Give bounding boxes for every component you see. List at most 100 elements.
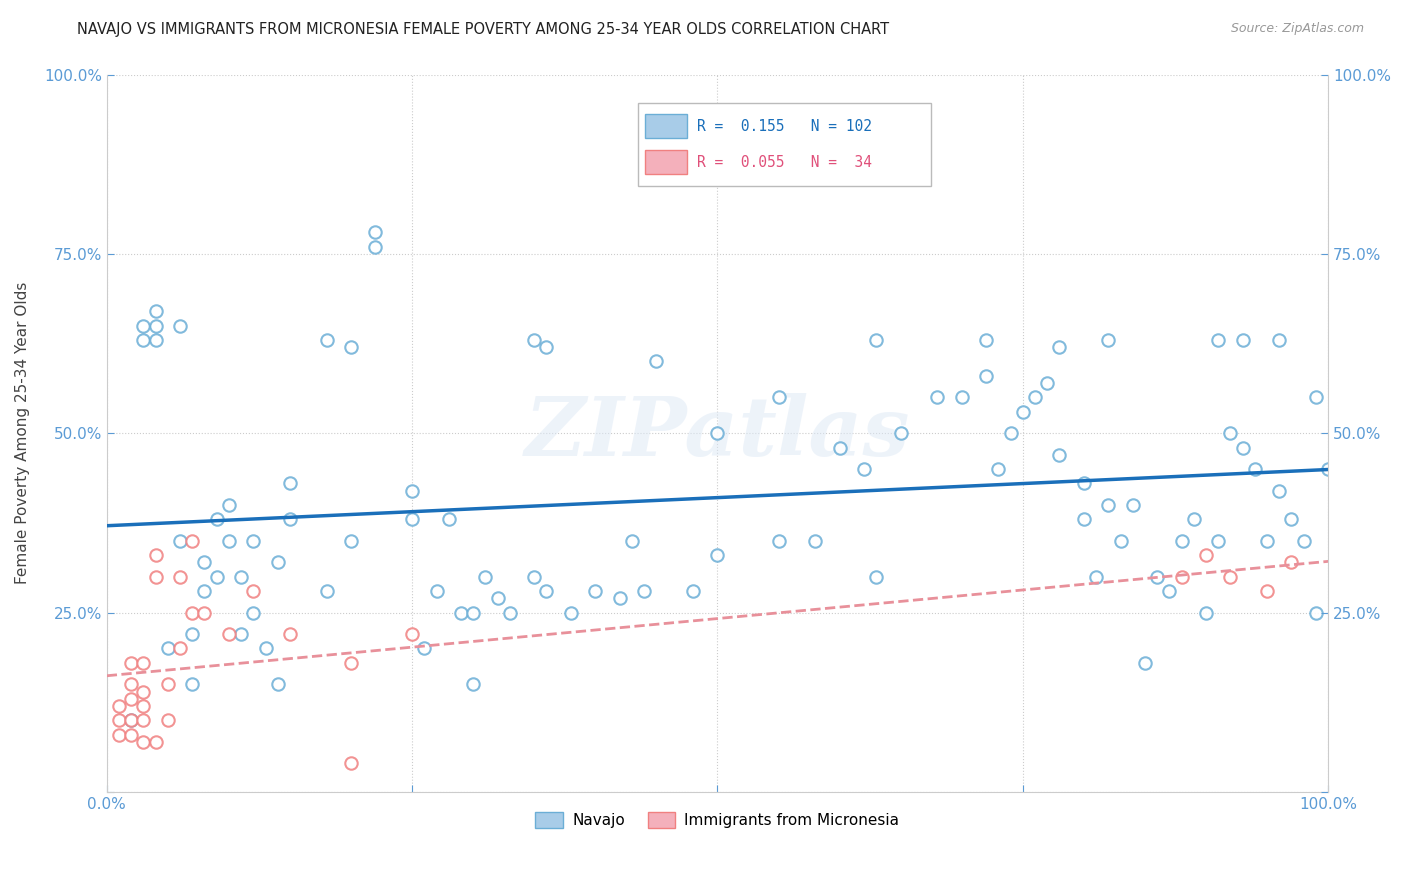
- Point: [583, 584, 606, 599]
- Point: [120, 656, 142, 670]
- Point: [1000, 426, 1022, 441]
- Point: [1122, 498, 1144, 512]
- Point: [278, 627, 301, 641]
- Point: [145, 318, 167, 333]
- Point: [340, 340, 363, 354]
- Point: [1232, 441, 1254, 455]
- Point: [169, 533, 191, 548]
- Point: [853, 462, 876, 476]
- Text: Source: ZipAtlas.com: Source: ZipAtlas.com: [1230, 22, 1364, 36]
- Point: [1244, 462, 1267, 476]
- Point: [340, 756, 363, 771]
- Point: [108, 698, 131, 713]
- Point: [1085, 570, 1108, 584]
- Point: [499, 606, 522, 620]
- Point: [169, 318, 191, 333]
- Point: [645, 354, 668, 368]
- Point: [974, 368, 997, 383]
- Point: [1024, 390, 1046, 404]
- Point: [1133, 656, 1156, 670]
- Point: [1073, 476, 1095, 491]
- Text: R =  0.055   N =  34: R = 0.055 N = 34: [697, 154, 872, 169]
- Point: [145, 333, 167, 347]
- Point: [229, 627, 252, 641]
- Point: [132, 333, 155, 347]
- Point: [987, 462, 1010, 476]
- Y-axis label: Female Poverty Among 25-34 Year Olds: Female Poverty Among 25-34 Year Olds: [15, 282, 30, 584]
- Point: [120, 677, 142, 691]
- Point: [620, 533, 643, 548]
- Point: [1036, 376, 1059, 390]
- Point: [1049, 340, 1071, 354]
- Point: [1097, 498, 1119, 512]
- Point: [1049, 448, 1071, 462]
- Point: [340, 656, 363, 670]
- Point: [108, 728, 131, 742]
- Point: [1305, 606, 1327, 620]
- Point: [1256, 584, 1278, 599]
- Point: [682, 584, 704, 599]
- Point: [278, 476, 301, 491]
- Point: [768, 533, 790, 548]
- Point: [1268, 483, 1291, 498]
- Point: [1305, 390, 1327, 404]
- Point: [132, 656, 155, 670]
- Point: [1097, 333, 1119, 347]
- Point: [181, 606, 204, 620]
- Point: [1170, 570, 1192, 584]
- Point: [267, 677, 290, 691]
- Point: [156, 713, 179, 727]
- Point: [1268, 333, 1291, 347]
- Point: [865, 333, 887, 347]
- Point: [463, 677, 485, 691]
- FancyBboxPatch shape: [638, 103, 931, 186]
- Point: [218, 498, 240, 512]
- Point: [120, 728, 142, 742]
- Point: [1011, 405, 1033, 419]
- Point: [437, 512, 460, 526]
- Point: [205, 570, 228, 584]
- Point: [145, 548, 167, 562]
- Point: [181, 533, 204, 548]
- Point: [633, 584, 655, 599]
- Point: [169, 570, 191, 584]
- Point: [828, 441, 851, 455]
- Point: [315, 333, 337, 347]
- Point: [364, 225, 387, 239]
- Point: [181, 627, 204, 641]
- Point: [181, 677, 204, 691]
- Point: [1206, 333, 1229, 347]
- Point: [1281, 555, 1303, 569]
- Point: [974, 333, 997, 347]
- Point: [120, 713, 142, 727]
- Point: [1281, 512, 1303, 526]
- Point: [132, 318, 155, 333]
- Point: [401, 512, 423, 526]
- Point: [890, 426, 912, 441]
- Point: [706, 426, 728, 441]
- Point: [1109, 533, 1132, 548]
- Point: [193, 584, 215, 599]
- Point: [536, 584, 558, 599]
- Point: [120, 691, 142, 706]
- Point: [229, 570, 252, 584]
- Point: [450, 606, 472, 620]
- Point: [1195, 606, 1218, 620]
- Point: [1206, 533, 1229, 548]
- Point: [536, 340, 558, 354]
- Point: [156, 641, 179, 656]
- Point: [145, 304, 167, 318]
- Point: [401, 483, 423, 498]
- Point: [413, 641, 436, 656]
- Text: NAVAJO VS IMMIGRANTS FROM MICRONESIA FEMALE POVERTY AMONG 25-34 YEAR OLDS CORREL: NAVAJO VS IMMIGRANTS FROM MICRONESIA FEM…: [77, 22, 890, 37]
- Point: [108, 713, 131, 727]
- Point: [1159, 584, 1181, 599]
- FancyBboxPatch shape: [645, 114, 688, 138]
- Point: [1317, 462, 1340, 476]
- Point: [205, 512, 228, 526]
- Point: [1182, 512, 1205, 526]
- Point: [1256, 533, 1278, 548]
- Point: [523, 570, 546, 584]
- Point: [340, 533, 363, 548]
- Point: [1073, 512, 1095, 526]
